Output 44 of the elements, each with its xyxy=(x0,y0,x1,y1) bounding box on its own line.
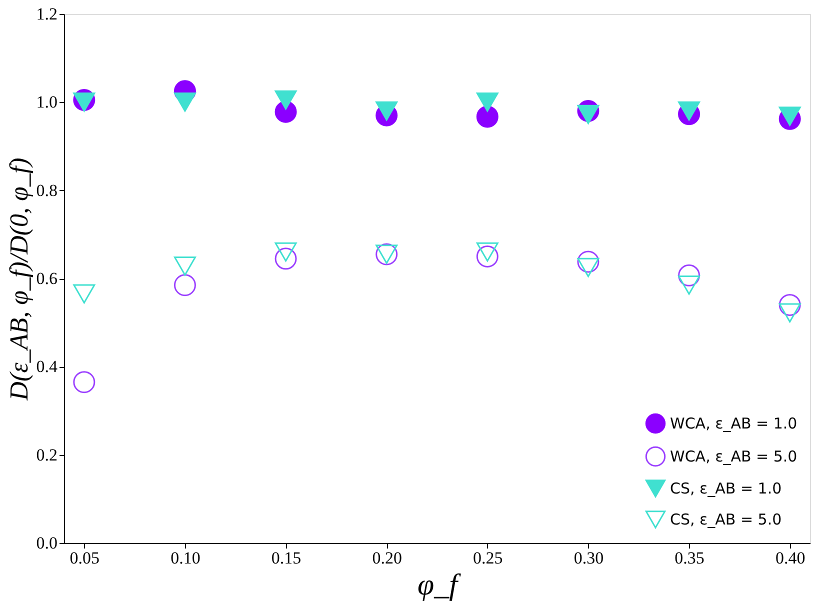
x-tick-label: 0.25 xyxy=(473,548,503,568)
point xyxy=(476,242,498,262)
point xyxy=(778,303,801,323)
y-tick-label: 1.0 xyxy=(36,92,58,112)
x-tick-label: 0.10 xyxy=(170,548,200,568)
legend-label: WCA, ε_AB = 1.0 xyxy=(670,414,798,432)
y-axis-title: D(ε_AB, φ_f)/D(0, φ_f) xyxy=(4,158,34,402)
point xyxy=(577,250,600,273)
y-tick-label: 0.8 xyxy=(36,180,58,200)
point xyxy=(73,371,96,394)
point xyxy=(174,256,196,276)
x-tick-label: 0.35 xyxy=(674,548,704,568)
x-tick-label: 0.15 xyxy=(271,548,302,568)
y-tick-label: 0.6 xyxy=(36,269,58,288)
point xyxy=(376,101,398,121)
y-tick-label: 0.4 xyxy=(36,357,58,376)
point xyxy=(476,106,498,128)
x-tick-label: 0.05 xyxy=(70,548,100,568)
point xyxy=(476,245,498,268)
point xyxy=(577,104,600,124)
point xyxy=(678,101,700,121)
point xyxy=(274,242,297,262)
x-axis-title: φ_f xyxy=(418,568,462,602)
point xyxy=(778,294,801,316)
point xyxy=(274,90,297,110)
x-tick-label: 0.20 xyxy=(372,548,402,568)
point xyxy=(577,258,600,278)
point xyxy=(274,248,297,270)
y-tick-label: 0.2 xyxy=(36,445,58,464)
y-tick-label: 1.2 xyxy=(36,4,58,24)
point xyxy=(73,284,96,304)
legend-label: WCA, ε_AB = 5.0 xyxy=(670,448,798,466)
point xyxy=(678,275,700,295)
legend-label: CS, ε_AB = 5.0 xyxy=(670,510,782,528)
point xyxy=(476,92,498,112)
point xyxy=(174,274,196,296)
y-tick-label: 0.0 xyxy=(36,534,58,552)
point xyxy=(678,264,700,286)
x-tick-label: 0.40 xyxy=(775,548,806,568)
x-tick-label: 0.30 xyxy=(574,548,604,568)
legend-label: CS, ε_AB = 1.0 xyxy=(670,480,782,498)
point xyxy=(73,92,96,112)
point xyxy=(778,106,801,126)
point xyxy=(174,92,196,112)
